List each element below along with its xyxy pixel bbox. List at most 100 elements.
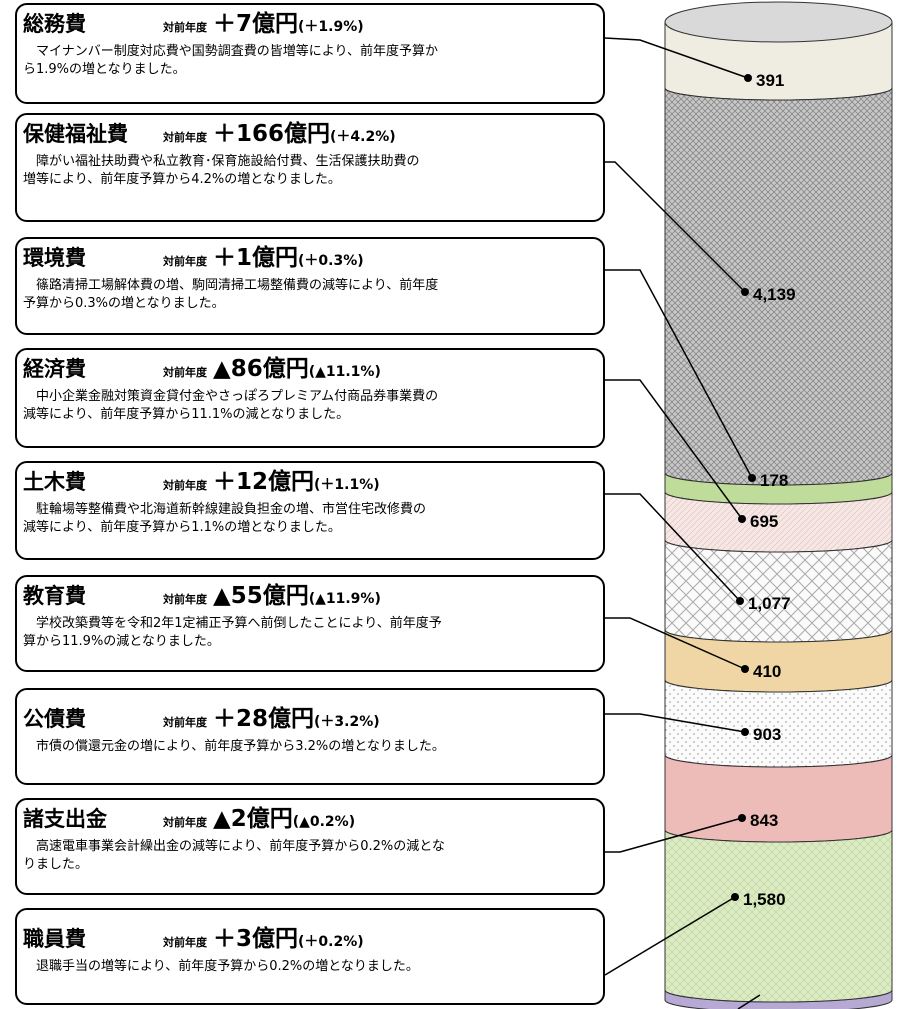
cylinder-segment	[664, 754, 893, 843]
change-percent: (＋4.2%)	[330, 129, 396, 145]
category-name: 公債費	[23, 707, 86, 731]
yoy-label: 対前年度	[163, 936, 207, 949]
amount-label: 1,580	[743, 890, 786, 909]
change-amount: ▲55億円	[213, 583, 309, 609]
callout-box: 総務費 対前年度 ＋7億円(＋1.9%) マイナンバー制度対応費や国勢調査費の皆増等に…	[15, 3, 605, 104]
leader-line	[604, 37, 749, 79]
change-percent: (＋0.3%)	[298, 253, 364, 269]
change-amount: ＋1億円	[213, 245, 299, 271]
callout-box: 環境費 対前年度 ＋1億円(＋0.3%) 篠路清掃工場解体費の増、駒岡清掃工場整備費の…	[15, 237, 605, 335]
yoy-label: 対前年度	[163, 366, 207, 379]
leader-dot	[741, 728, 749, 736]
leader-dot	[731, 893, 739, 901]
description-line: ら1.9%の増となりました。	[23, 62, 186, 77]
change-amount: ＋28億円	[213, 706, 315, 732]
description-line: 中小企業金融対策資金貸付金やさっぽろプレミアム付商品券事業費の	[36, 389, 439, 404]
amount-label: 391	[756, 71, 784, 90]
description-line: 算から11.9%の減となりました。	[23, 634, 220, 649]
cylinder-segment	[664, 829, 893, 1003]
cylinder-segment	[664, 539, 893, 643]
amount-label: 903	[753, 725, 781, 744]
yoy-label: 対前年度	[163, 716, 207, 729]
category-name: 土木費	[23, 470, 86, 494]
amount-label: 4,139	[753, 285, 796, 304]
description-line: 学校改築費等を令和2年1定補正予算へ前倒したことにより、前年度予	[36, 616, 442, 631]
description-line: りました。	[23, 857, 89, 872]
leader-line	[605, 379, 743, 520]
leader-dot	[741, 665, 749, 673]
leader-line	[737, 994, 761, 1009]
leader-dot	[738, 814, 746, 822]
leader-line	[605, 161, 746, 293]
callout-box: 諸支出金 対前年度 ▲2億円(▲0.2%) 高速電車事業会計繰出金の減等により、前年度…	[15, 798, 605, 895]
leader-dot	[741, 288, 749, 296]
change-amount: ＋12億円	[213, 469, 315, 495]
callout-header: 土木費 対前年度 ＋12億円(＋1.1%)	[23, 467, 597, 501]
yoy-label: 対前年度	[163, 255, 207, 268]
change-percent: (＋1.9%)	[298, 19, 364, 35]
leader-line	[605, 269, 753, 479]
description-line: 増等により、前年度予算から4.2%の増となりました。	[23, 172, 341, 187]
change-percent: (＋1.1%)	[314, 477, 380, 493]
description-line: 障がい福祉扶助費や私立教育･保育施設給付費、生活保護扶助費の	[36, 154, 420, 169]
description-line: 駐輪場等整備費や北海道新幹線建設負担金の増、市営住宅改修費の	[36, 502, 427, 517]
amount-label: 1,077	[748, 594, 791, 613]
description-line: 予算から0.3%の増となりました。	[23, 296, 225, 311]
leader-dot	[738, 515, 746, 523]
description-line: 市債の償還元金の増により、前年度予算から3.2%の増となりました。	[36, 739, 445, 754]
yoy-label: 対前年度	[163, 593, 207, 606]
callout-box: 土木費 対前年度 ＋12億円(＋1.1%) 駐輪場等整備費や北海道新幹線建設負担金の増…	[15, 461, 605, 560]
leader-dot	[736, 597, 744, 605]
callout-box: 公債費 対前年度 ＋28億円(＋3.2%) 市債の償還元金の増により、前年度予算から3…	[15, 688, 605, 785]
callout-header: 諸支出金 対前年度 ▲2億円(▲0.2%)	[23, 804, 597, 838]
change-percent: (＋0.2%)	[298, 934, 364, 950]
leader-dot	[744, 74, 752, 82]
yoy-label: 対前年度	[163, 21, 207, 34]
callout-box: 教育費 対前年度 ▲55億円(▲11.9%) 学校改築費等を令和2年1定補正予算へ前倒…	[15, 575, 605, 672]
amount-label: 410	[753, 662, 781, 681]
callout-header: 環境費 対前年度 ＋1億円(＋0.3%)	[23, 243, 597, 277]
category-name: 環境費	[23, 246, 86, 270]
change-percent: (▲11.1%)	[308, 364, 381, 380]
category-name: 職員費	[23, 927, 86, 951]
yoy-label: 対前年度	[163, 131, 207, 144]
callout-box: 職員費 対前年度 ＋3億円(＋0.2%) 退職手当の増等により、前年度予算から0.2%…	[15, 908, 605, 1005]
change-amount: ＋166億円	[213, 121, 331, 147]
callout-header: 教育費 対前年度 ▲55億円(▲11.9%)	[23, 581, 597, 615]
leader-line	[605, 617, 746, 670]
yoy-label: 対前年度	[163, 479, 207, 492]
leader-line	[605, 817, 743, 853]
leader-line	[605, 493, 741, 602]
amount-label: 178	[760, 471, 788, 490]
leader-line	[604, 896, 736, 976]
change-percent: (＋3.2%)	[314, 714, 380, 730]
category-name: 教育費	[23, 584, 86, 608]
category-name: 総務費	[23, 12, 86, 36]
change-amount: ＋7億円	[213, 11, 299, 37]
callout-header: 総務費 対前年度 ＋7億円(＋1.9%)	[23, 9, 597, 43]
amount-label: 843	[750, 811, 778, 830]
category-name: 経済費	[23, 357, 86, 381]
description-line: 高速電車事業会計繰出金の減等により、前年度予算から0.2%の減とな	[36, 839, 445, 854]
leader-line	[605, 713, 746, 733]
change-amount: ▲2億円	[213, 806, 293, 832]
change-amount: ＋3億円	[213, 926, 299, 952]
change-percent: (▲0.2%)	[292, 814, 356, 830]
category-name: 諸支出金	[23, 807, 107, 831]
change-percent: (▲11.9%)	[308, 591, 381, 607]
description-line: 減等により、前年度予算から1.1%の増となりました。	[23, 520, 341, 535]
category-name: 保健福祉費	[23, 122, 128, 146]
callout-box: 経済費 対前年度 ▲86億円(▲11.1%) 中小企業金融対策資金貸付金やさっぽろプレ…	[15, 348, 605, 448]
change-amount: ▲86億円	[213, 356, 309, 382]
yoy-label: 対前年度	[163, 816, 207, 829]
callout-header: 保健福祉費 対前年度 ＋166億円(＋4.2%)	[23, 119, 597, 153]
description-line: 篠路清掃工場解体費の増、駒岡清掃工場整備費の減等により、前年度	[36, 278, 439, 293]
description-line: マイナンバー制度対応費や国勢調査費の皆増等により、前年度予算か	[36, 44, 438, 59]
callout-header: 経済費 対前年度 ▲86億円(▲11.1%)	[23, 354, 597, 388]
callout-box: 保健福祉費 対前年度 ＋166億円(＋4.2%) 障がい福祉扶助費や私立教育･保育施設…	[15, 113, 605, 222]
callout-header: 公債費 対前年度 ＋28億円(＋3.2%)	[23, 704, 597, 738]
leader-dot	[748, 474, 756, 482]
callout-header: 職員費 対前年度 ＋3億円(＋0.2%)	[23, 924, 597, 958]
